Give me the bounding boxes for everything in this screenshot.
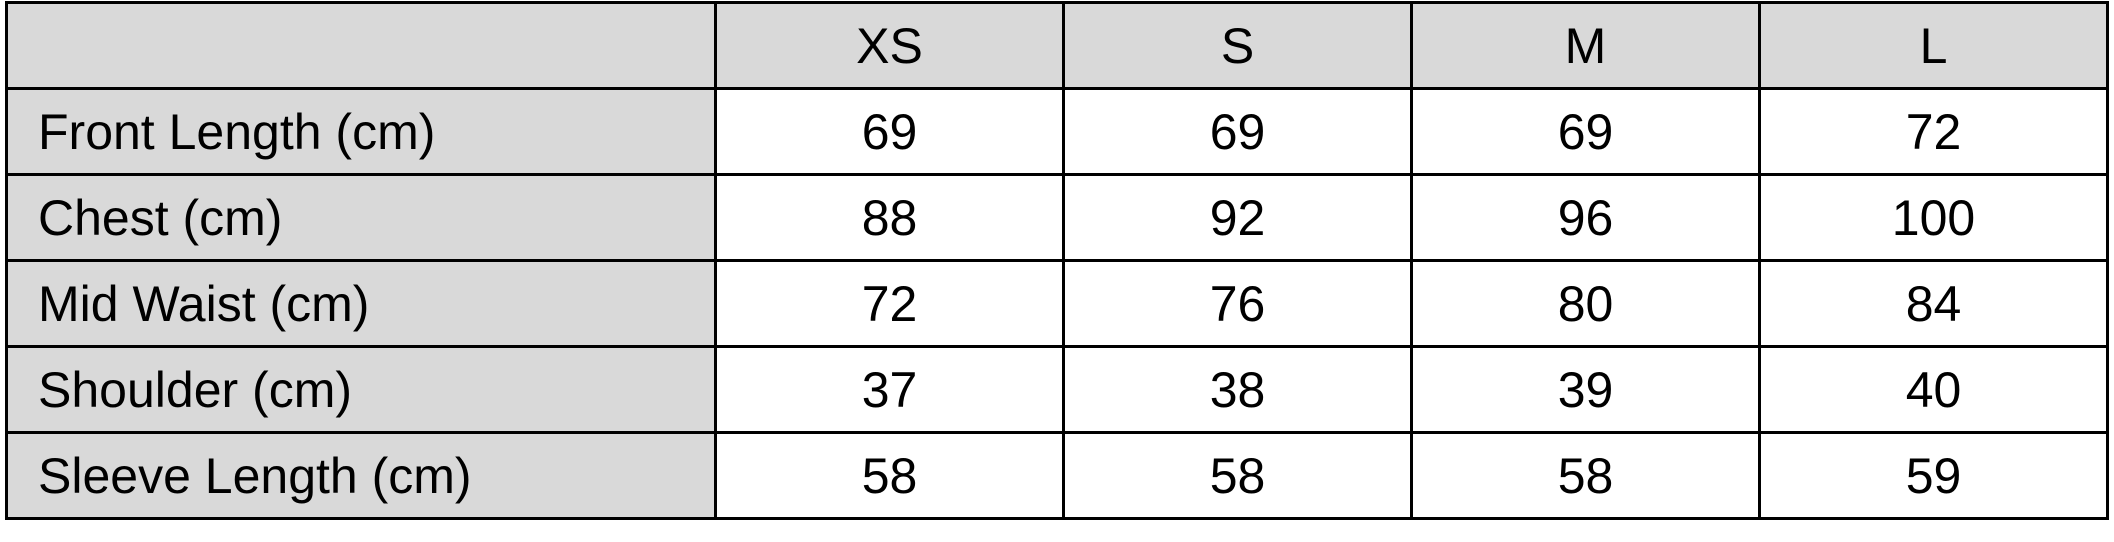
table-row: Mid Waist (cm) 72 76 80 84 — [5, 259, 2109, 348]
table-cell: 69 — [1062, 87, 1413, 176]
table-cell: 58 — [714, 431, 1065, 520]
row-label: Mid Waist (cm) — [5, 259, 717, 348]
table-cell: 37 — [714, 345, 1065, 434]
table-cell: 72 — [1758, 87, 2109, 176]
header-row: XS S M L — [5, 1, 2109, 90]
row-label: Front Length (cm) — [5, 87, 717, 176]
column-header-l: L — [1758, 1, 2109, 90]
table-cell: 88 — [714, 173, 1065, 262]
row-label: Chest (cm) — [5, 173, 717, 262]
table-row: Sleeve Length (cm) 58 58 58 59 — [5, 431, 2109, 520]
header-corner — [5, 1, 717, 90]
column-header-m: M — [1410, 1, 1761, 90]
column-header-s: S — [1062, 1, 1413, 90]
table-cell: 84 — [1758, 259, 2109, 348]
table-cell: 69 — [714, 87, 1065, 176]
table-cell: 76 — [1062, 259, 1413, 348]
table-cell: 40 — [1758, 345, 2109, 434]
table-row: Chest (cm) 88 92 96 100 — [5, 173, 2109, 262]
table-cell: 72 — [714, 259, 1065, 348]
size-chart-table: XS S M L Front Length (cm) 69 69 69 72 Chest … — [5, 1, 2109, 520]
table-cell: 92 — [1062, 173, 1413, 262]
table-cell: 58 — [1410, 431, 1761, 520]
row-label: Shoulder (cm) — [5, 345, 717, 434]
table-cell: 59 — [1758, 431, 2109, 520]
table-cell: 39 — [1410, 345, 1761, 434]
table-cell: 100 — [1758, 173, 2109, 262]
table-row: Shoulder (cm) 37 38 39 40 — [5, 345, 2109, 434]
column-header-xs: XS — [714, 1, 1065, 90]
table-cell: 69 — [1410, 87, 1761, 176]
table-cell: 80 — [1410, 259, 1761, 348]
table-cell: 58 — [1062, 431, 1413, 520]
table-cell: 96 — [1410, 173, 1761, 262]
row-label: Sleeve Length (cm) — [5, 431, 717, 520]
table-cell: 38 — [1062, 345, 1413, 434]
table-row: Front Length (cm) 69 69 69 72 — [5, 87, 2109, 176]
